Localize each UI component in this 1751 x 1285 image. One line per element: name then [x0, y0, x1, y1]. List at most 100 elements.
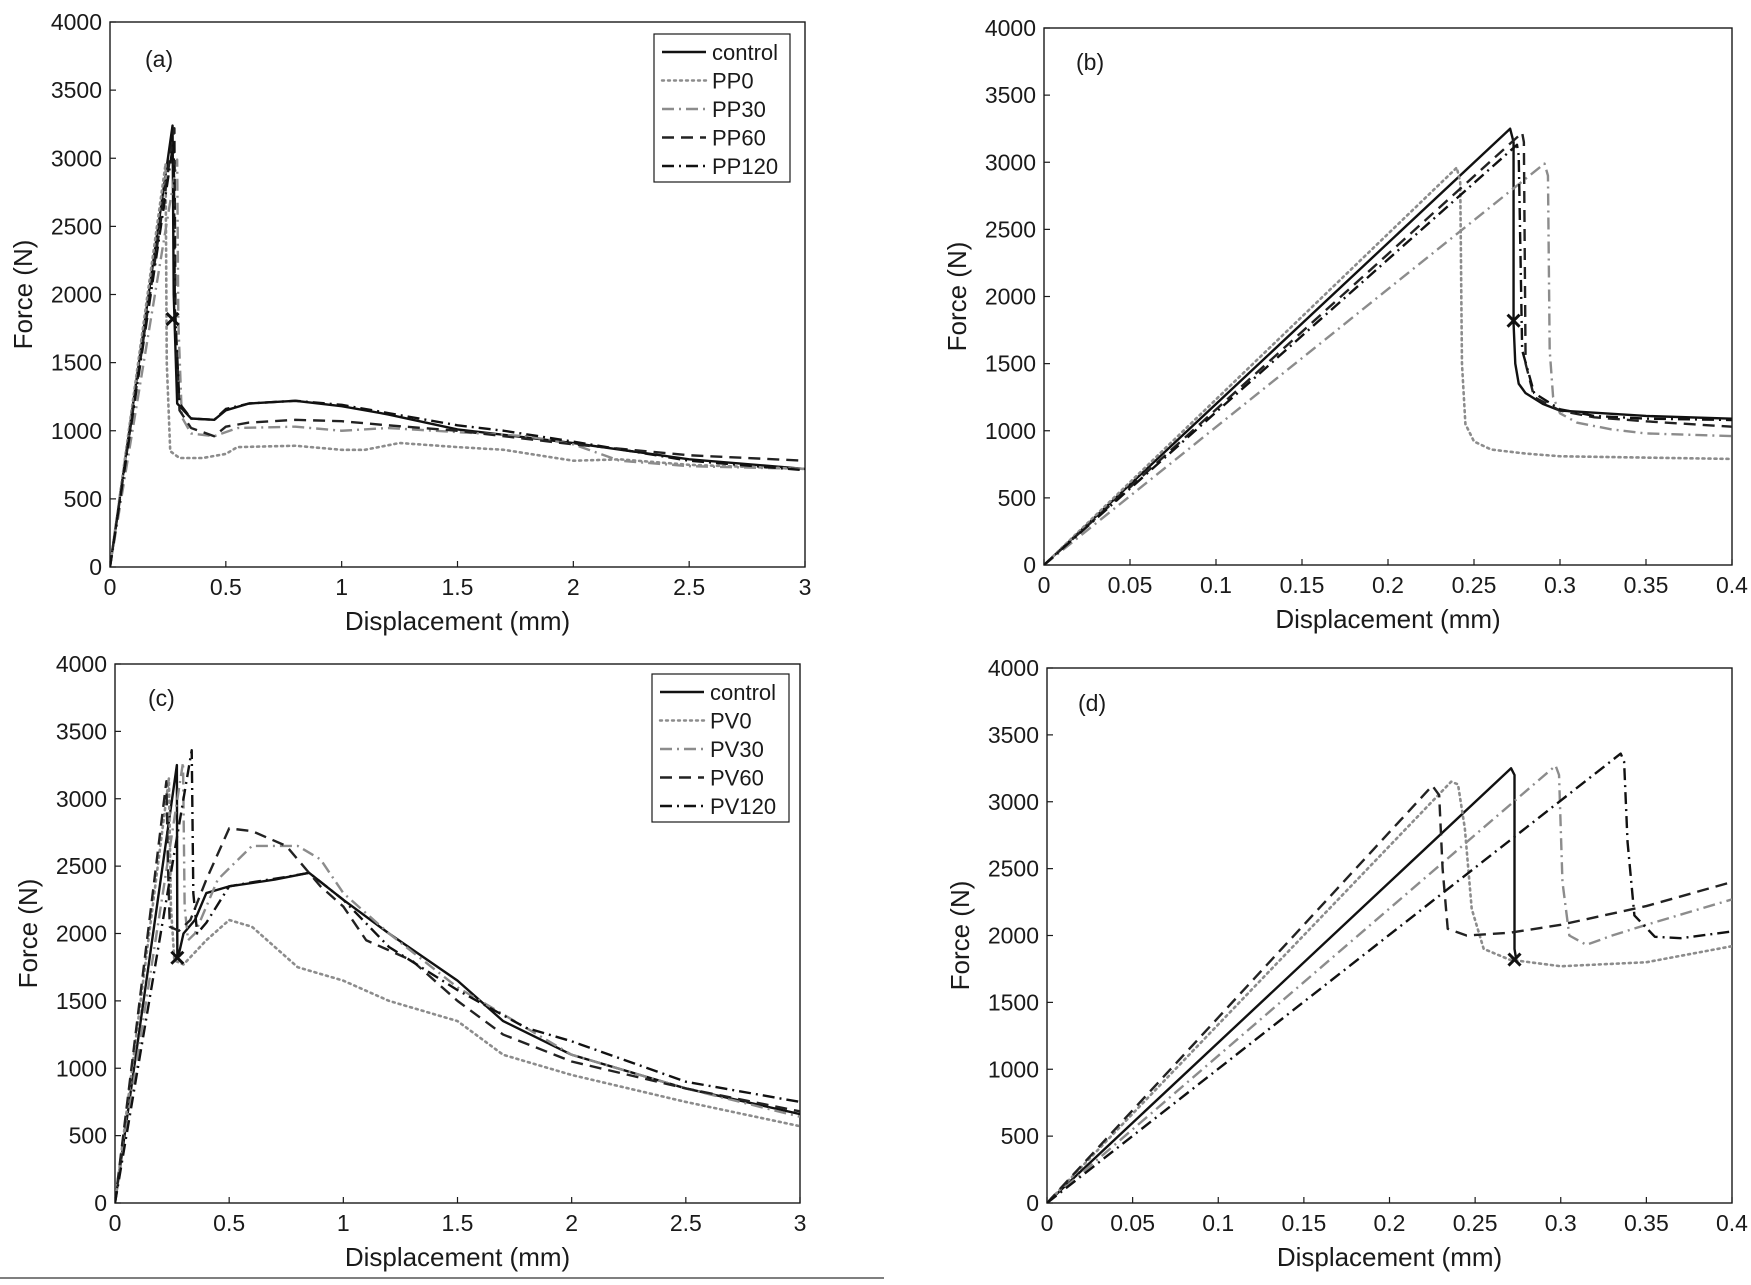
panel-b: 0 0.05 0.1 0.15 0.2 0.25 0.3 0.35 0.4 0 500 1000 150… [942, 15, 1748, 634]
series-line-pv60 [115, 780, 800, 1203]
y-tick-label: 0 [1023, 552, 1036, 578]
series-line-control [1047, 767, 1518, 1203]
axes: 0 0.05 0.1 0.15 0.2 0.25 0.3 0.35 0.4 0 500 1000 150… [942, 15, 1748, 634]
x-tick-label: 3 [794, 1210, 807, 1236]
series-line-pv0 [1047, 780, 1732, 1203]
x-tick-label: 0.15 [1281, 1210, 1326, 1236]
legend-box [653, 33, 791, 183]
legend-box [651, 673, 790, 823]
x-tick-label: 0 [1038, 572, 1051, 598]
y-axis-label: Force (N) [942, 242, 972, 352]
y-tick-label: 500 [1001, 1123, 1039, 1149]
y-tick-label: 2500 [985, 216, 1036, 242]
y-tick-label: 2000 [56, 921, 107, 947]
y-tick-label: 1000 [985, 418, 1036, 444]
series-line-pp120 [110, 139, 805, 567]
panel-label: (d) [1078, 690, 1106, 716]
x-tick-label: 1 [335, 574, 348, 600]
y-tick-label: 1500 [56, 988, 107, 1014]
x-tick-label: 0.2 [1372, 572, 1404, 598]
panel-d: 0 0.05 0.1 0.15 0.2 0.25 0.3 0.35 0.4 0 500 1000 150… [945, 655, 1748, 1272]
y-tick-label: 3000 [56, 786, 107, 812]
y-tick-label: 1000 [988, 1056, 1039, 1082]
series-line-pp30 [110, 158, 805, 567]
legend-entry: PV0 [710, 709, 752, 734]
y-tick-label: 500 [64, 486, 102, 512]
panel-a: 0 0.5 1 1.5 2 2.5 3 0 500 1000 1500 2000 2500 3000 350… [8, 9, 811, 636]
y-tick-label: 1500 [988, 989, 1039, 1015]
x-tick-label: 0.1 [1200, 572, 1232, 598]
x-tick-label: 0 [109, 1210, 122, 1236]
y-tick-label: 4000 [56, 651, 107, 677]
y-tick-label: 1000 [56, 1055, 107, 1081]
x-tick-label: 0.2 [1374, 1210, 1406, 1236]
failure-marker [165, 311, 180, 327]
series-line-pv120 [115, 749, 800, 1203]
legend-entry: PV30 [710, 737, 764, 762]
legend: control PV0 PV30 PV60 PV120 [651, 673, 790, 823]
y-tick-label: 3500 [988, 722, 1039, 748]
axes: 0 0.5 1 1.5 2 2.5 3 0 500 1000 1500 2000 2500 3000 350… [13, 651, 806, 1272]
series-line-pv60 [1047, 784, 1732, 1203]
x-tick-label: 0.1 [1202, 1210, 1234, 1236]
legend: control PP0 PP30 PP60 PP120 [653, 33, 791, 183]
series-line-pp30 [1044, 162, 1732, 565]
x-tick-label: 0.25 [1452, 572, 1497, 598]
y-axis-label: Force (N) [13, 879, 43, 989]
series-line-pp0 [110, 162, 805, 567]
x-tick-label: 0.05 [1110, 1210, 1155, 1236]
y-axis-label: Force (N) [8, 240, 38, 350]
panel-label: (c) [148, 685, 175, 711]
x-tick-label: 1.5 [442, 1210, 474, 1236]
y-tick-label: 500 [998, 485, 1036, 511]
axes: 0 0.5 1 1.5 2 2.5 3 0 500 1000 1500 2000 2500 3000 350… [8, 9, 811, 636]
y-tick-label: 4000 [51, 9, 102, 35]
x-tick-label: 0.25 [1453, 1210, 1498, 1236]
x-tick-label: 0.3 [1545, 1210, 1577, 1236]
x-tick-label: 0.5 [213, 1210, 245, 1236]
legend-entry: control [712, 40, 778, 65]
y-axis-label: Force (N) [945, 881, 975, 991]
y-tick-label: 3500 [51, 77, 102, 103]
y-tick-label: 3000 [51, 145, 102, 171]
panel-label: (a) [145, 46, 173, 72]
x-tick-label: 0.05 [1108, 572, 1153, 598]
y-tick-label: 2000 [988, 923, 1039, 949]
series-group [110, 124, 805, 567]
axes: 0 0.05 0.1 0.15 0.2 0.25 0.3 0.35 0.4 0 500 1000 150… [945, 655, 1748, 1272]
series-line-pv30 [1047, 764, 1732, 1203]
x-axis-label: Displacement (mm) [345, 606, 570, 636]
series-line-pp0 [1044, 166, 1732, 565]
x-tick-label: 2.5 [673, 574, 705, 600]
x-axis-label: Displacement (mm) [1275, 604, 1500, 634]
x-tick-label: 0 [104, 574, 117, 600]
series-line-pp120 [1044, 143, 1732, 565]
y-tick-label: 0 [1026, 1190, 1039, 1216]
y-tick-label: 0 [94, 1190, 107, 1216]
x-axis-label: Displacement (mm) [345, 1242, 570, 1272]
legend-entry: PP30 [712, 97, 766, 122]
y-tick-label: 3500 [985, 82, 1036, 108]
y-tick-label: 2500 [56, 853, 107, 879]
series-group [1044, 127, 1732, 565]
y-tick-label: 1500 [51, 350, 102, 376]
x-tick-label: 0.5 [210, 574, 242, 600]
series-line-pv0 [115, 777, 800, 1203]
y-tick-label: 1000 [51, 418, 102, 444]
x-tick-label: 0.3 [1544, 572, 1576, 598]
legend-entry: control [710, 680, 776, 705]
series-line-pp60 [1044, 131, 1732, 565]
panel-c: 0 0.5 1 1.5 2 2.5 3 0 500 1000 1500 2000 2500 3000 350… [13, 651, 806, 1272]
x-tick-label: 0.35 [1624, 572, 1669, 598]
y-tick-label: 2500 [51, 213, 102, 239]
x-tick-label: 0 [1041, 1210, 1054, 1236]
y-tick-label: 2000 [51, 282, 102, 308]
x-tick-label: 1.5 [442, 574, 474, 600]
failure-marker [1506, 313, 1521, 328]
y-tick-label: 3000 [985, 149, 1036, 175]
x-tick-label: 1 [337, 1210, 350, 1236]
x-tick-label: 2 [567, 574, 580, 600]
y-tick-label: 1500 [985, 351, 1036, 377]
